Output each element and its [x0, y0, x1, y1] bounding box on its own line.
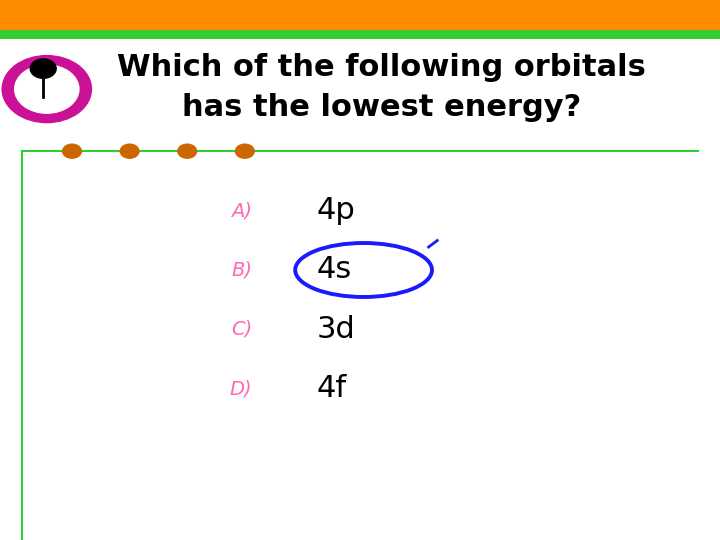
Text: A): A) — [231, 201, 252, 220]
Text: C): C) — [230, 320, 252, 339]
FancyBboxPatch shape — [0, 30, 720, 39]
Circle shape — [178, 144, 197, 158]
Circle shape — [30, 59, 56, 78]
Text: 4p: 4p — [317, 196, 356, 225]
Text: B): B) — [231, 260, 252, 280]
Circle shape — [2, 56, 91, 123]
Text: D): D) — [230, 379, 252, 399]
FancyBboxPatch shape — [0, 0, 720, 30]
Text: 4f: 4f — [317, 374, 347, 403]
Circle shape — [14, 65, 79, 113]
Circle shape — [235, 144, 254, 158]
Text: Which of the following orbitals: Which of the following orbitals — [117, 53, 646, 82]
Text: 3d: 3d — [317, 315, 356, 344]
Text: has the lowest energy?: has the lowest energy? — [182, 93, 581, 123]
Text: 4s: 4s — [317, 255, 352, 285]
Circle shape — [120, 144, 139, 158]
Circle shape — [63, 144, 81, 158]
